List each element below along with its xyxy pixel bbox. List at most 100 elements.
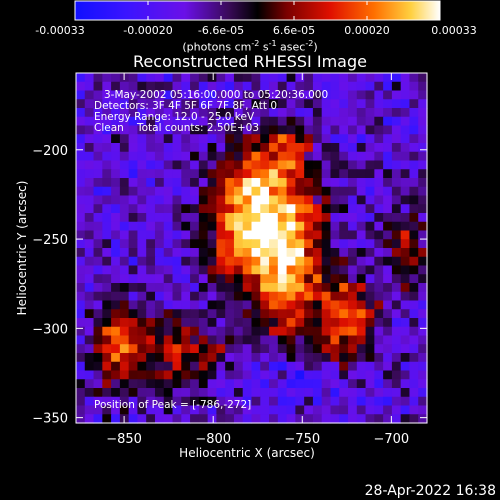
heatmap-cell bbox=[190, 108, 200, 118]
heatmap-cell bbox=[260, 90, 270, 100]
heatmap-cell bbox=[233, 335, 244, 345]
heatmap-cell bbox=[365, 204, 375, 214]
heatmap-cell bbox=[128, 344, 139, 354]
heatmap-cell bbox=[190, 99, 200, 109]
heatmap-cell bbox=[365, 160, 375, 170]
heatmap-cell bbox=[269, 195, 279, 205]
heatmap-cell bbox=[409, 221, 419, 232]
heatmap-cell bbox=[207, 256, 218, 267]
heatmap-cell bbox=[409, 239, 419, 249]
heatmap-cell bbox=[84, 291, 95, 302]
heatmap-cell bbox=[365, 414, 375, 424]
heatmap-cell bbox=[119, 274, 130, 284]
heatmap-cell bbox=[111, 90, 121, 100]
heatmap-cell bbox=[304, 274, 314, 284]
heatmap-cell bbox=[181, 178, 191, 188]
heatmap-cell bbox=[321, 169, 332, 179]
heatmap-cell bbox=[233, 134, 244, 144]
heatmap-cell bbox=[269, 178, 279, 188]
heatmap-cell bbox=[286, 370, 296, 380]
heatmap-cell bbox=[312, 291, 323, 302]
heatmap-cell bbox=[225, 274, 235, 284]
heatmap-cell bbox=[348, 151, 358, 162]
heatmap-cell bbox=[102, 396, 112, 407]
heatmap-cell bbox=[225, 186, 235, 197]
heatmap-cell bbox=[348, 90, 358, 100]
heatmap-cell bbox=[76, 300, 86, 310]
heatmap-cell bbox=[383, 265, 393, 275]
heatmap-cell bbox=[242, 318, 253, 328]
heatmap-cell bbox=[181, 379, 191, 389]
heatmap-cell bbox=[321, 204, 332, 214]
heatmap-cell bbox=[356, 379, 367, 389]
heatmap-cell bbox=[339, 326, 349, 337]
heatmap-cell bbox=[286, 344, 296, 354]
heatmap-cell bbox=[198, 335, 209, 345]
heatmap-cell bbox=[365, 239, 375, 249]
heatmap-cell bbox=[295, 291, 305, 302]
heatmap-cell bbox=[400, 99, 411, 109]
heatmap-cell bbox=[216, 169, 226, 179]
heatmap-cell bbox=[242, 265, 253, 275]
heatmap-cell bbox=[181, 230, 191, 240]
heatmap-cell bbox=[137, 318, 147, 328]
heatmap-cell bbox=[102, 283, 112, 293]
heatmap-cell bbox=[225, 300, 235, 310]
heatmap-cell bbox=[181, 370, 191, 380]
heatmap-cell bbox=[146, 178, 156, 188]
heatmap-cell bbox=[102, 344, 112, 354]
heatmap-cell bbox=[286, 204, 296, 214]
heatmap-cell bbox=[172, 309, 182, 319]
heatmap-cell bbox=[348, 388, 358, 398]
heatmap-cell bbox=[172, 99, 182, 109]
colorbar-tick-label: 0.00020 bbox=[344, 24, 390, 37]
heatmap-cell bbox=[330, 370, 340, 380]
heatmap-cell bbox=[198, 116, 209, 127]
heatmap-cell bbox=[295, 213, 305, 223]
heatmap-cell bbox=[304, 396, 314, 407]
heatmap-cell bbox=[295, 353, 305, 363]
heatmap-cell bbox=[198, 169, 209, 179]
heatmap-cell bbox=[339, 108, 349, 118]
heatmap-cell bbox=[225, 90, 235, 100]
heatmap-cell bbox=[339, 169, 349, 179]
heatmap-cell bbox=[409, 344, 419, 354]
heatmap-cell bbox=[418, 81, 428, 92]
heatmap-cell bbox=[76, 326, 86, 337]
heatmap-cell bbox=[242, 116, 253, 127]
heatmap-cell bbox=[321, 248, 332, 258]
heatmap-cell bbox=[172, 274, 182, 284]
heatmap-cell bbox=[216, 73, 226, 83]
heatmap-cell bbox=[207, 388, 218, 398]
heatmap-cell bbox=[383, 318, 393, 328]
heatmap-cell bbox=[321, 388, 332, 398]
heatmap-cell bbox=[163, 309, 174, 319]
heatmap-cell bbox=[242, 291, 253, 302]
heatmap-cell bbox=[312, 326, 323, 337]
heatmap-cell bbox=[391, 309, 402, 319]
heatmap-cell bbox=[233, 353, 244, 363]
heatmap-cell bbox=[137, 396, 147, 407]
heatmap-cell bbox=[198, 414, 209, 424]
heatmap-cell bbox=[137, 108, 147, 118]
heatmap-cell bbox=[286, 90, 296, 100]
heatmap-cell bbox=[128, 151, 139, 162]
heatmap-cell bbox=[137, 414, 147, 424]
heatmap-cell bbox=[348, 405, 358, 415]
heatmap-cell bbox=[154, 213, 165, 223]
heatmap-cell bbox=[348, 195, 358, 205]
heatmap-cell bbox=[76, 134, 86, 144]
heatmap-cell bbox=[225, 353, 235, 363]
heatmap-cell bbox=[295, 160, 305, 170]
heatmap-cell bbox=[84, 90, 95, 100]
heatmap-cell bbox=[356, 160, 367, 170]
heatmap-cell bbox=[391, 116, 402, 127]
heatmap-cell bbox=[304, 370, 314, 380]
heatmap-cell bbox=[119, 116, 130, 127]
heatmap-cell bbox=[216, 204, 226, 214]
heatmap-cell bbox=[102, 291, 112, 302]
heatmap-cell bbox=[146, 344, 156, 354]
heatmap-cell bbox=[216, 318, 226, 328]
heatmap-cell bbox=[400, 213, 411, 223]
heatmap-cell bbox=[137, 151, 147, 162]
